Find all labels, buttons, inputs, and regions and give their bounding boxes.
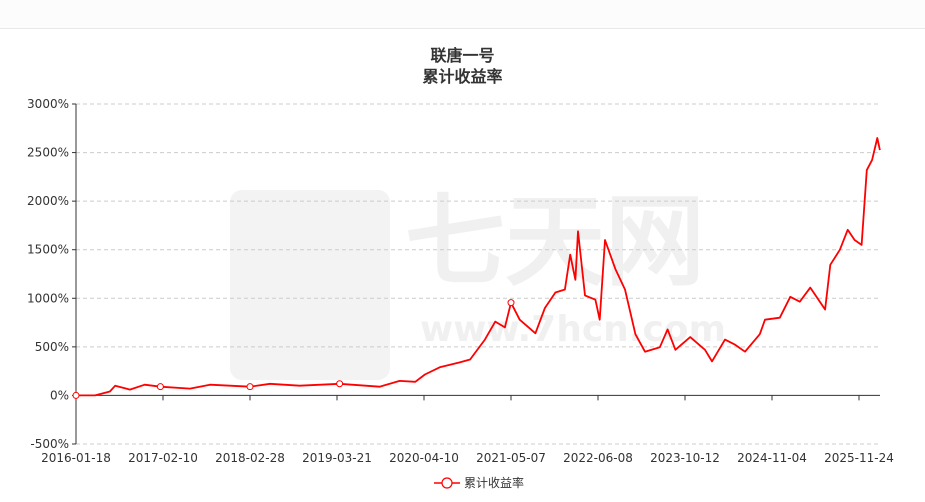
x-tick-label: 2016-01-18 <box>41 451 111 465</box>
x-tick-label: 2022-06-08 <box>563 451 633 465</box>
y-tick-label: 1000% <box>27 291 69 305</box>
legend-marker-icon <box>434 476 460 489</box>
x-tick-label: 2023-10-12 <box>650 451 720 465</box>
x-tick-label: 2025-11-24 <box>824 451 894 465</box>
series-line <box>76 137 881 397</box>
data-point-marker <box>336 380 344 388</box>
watermark-url: www.7hcn.com <box>420 309 727 350</box>
watermark-text: 七天网 <box>405 183 705 300</box>
y-tick-label: 500% <box>35 340 69 354</box>
top-bar <box>0 0 925 29</box>
x-tick-label: 2018-02-28 <box>215 451 285 465</box>
chart-title: 联唐一号 <box>430 46 495 65</box>
y-tick-label: 1500% <box>27 243 69 257</box>
watermark-logo <box>230 190 390 380</box>
data-point-marker <box>246 383 254 391</box>
y-tick-label: 0% <box>50 388 69 402</box>
y-tick-label: -500% <box>30 437 69 451</box>
y-tick-label: 2000% <box>27 194 69 208</box>
legend-item[interactable]: 累计收益率 <box>434 474 524 491</box>
x-tick-label: 2017-02-10 <box>128 451 198 465</box>
data-point-marker <box>156 383 164 391</box>
x-tick-label: 2021-05-07 <box>476 451 546 465</box>
chart-subtitle: 累计收益率 <box>422 67 503 86</box>
x-tick-label: 2020-04-10 <box>389 451 459 465</box>
y-tick-label: 3000% <box>27 97 69 111</box>
y-tick-label: 2500% <box>27 146 69 160</box>
x-tick-label: 2019-03-21 <box>302 451 372 465</box>
legend-label: 累计收益率 <box>464 476 525 490</box>
x-tick-label: 2024-11-04 <box>737 451 807 465</box>
data-point-marker <box>507 299 515 307</box>
data-point-marker <box>72 391 80 399</box>
